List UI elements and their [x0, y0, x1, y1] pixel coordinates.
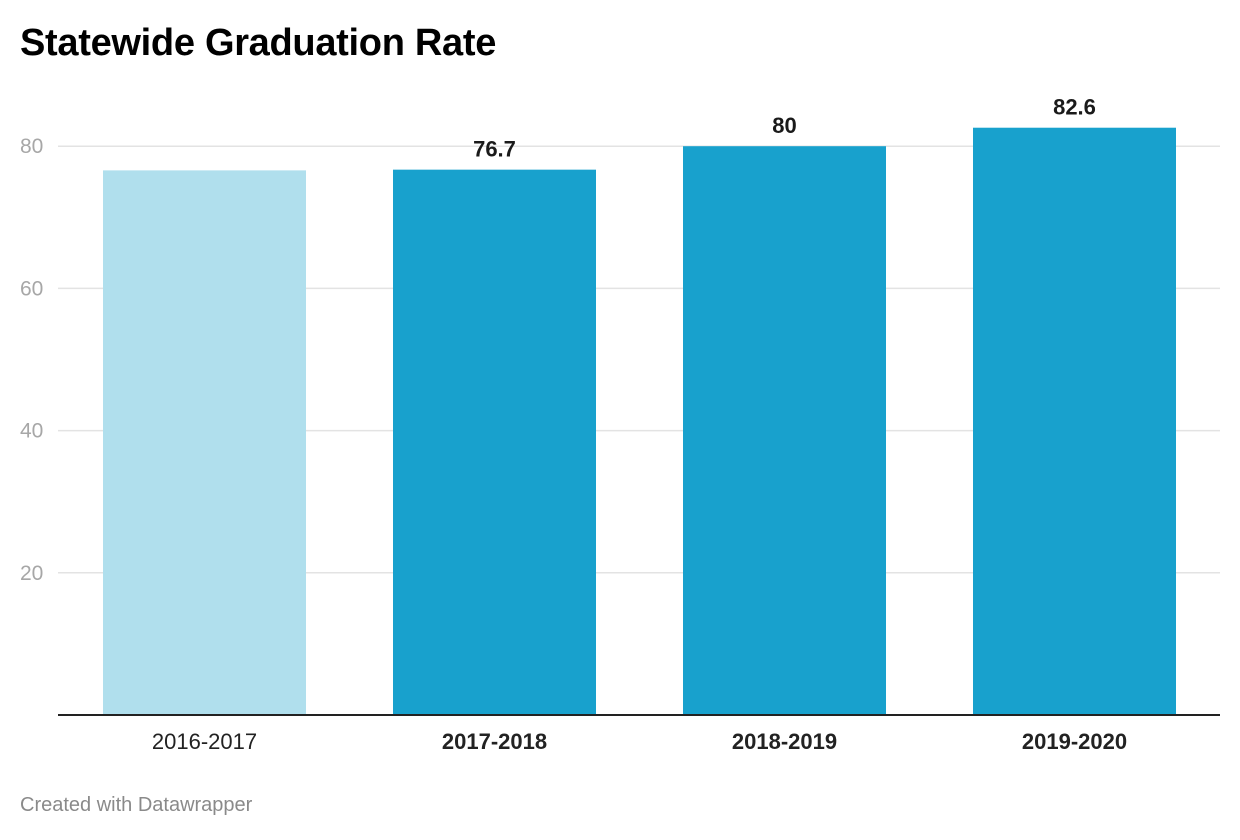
value-label: 80: [772, 113, 796, 138]
value-label: 76.7: [473, 137, 516, 162]
x-category-label: 2016-2017: [152, 729, 257, 754]
bars: [103, 127, 1176, 716]
y-tick-label: 40: [20, 420, 43, 443]
y-axis-ticks: 20 40 60 80: [20, 135, 43, 585]
x-axis-categories: 2016-2017 2017-2018 2018-2019 2019-2020: [152, 729, 1127, 754]
y-tick-label: 20: [20, 562, 43, 585]
bar-2019-2020: [973, 127, 1176, 716]
bar-2016-2017: [103, 170, 306, 715]
x-category-label: 2017-2018: [442, 729, 547, 754]
x-category-label: 2018-2019: [732, 729, 837, 754]
chart-title: Statewide Graduation Rate: [20, 22, 497, 64]
bar-2018-2019: [683, 146, 886, 715]
credit-footer: Created with Datawrapper: [20, 794, 253, 816]
value-label: 82.6: [1053, 95, 1096, 120]
x-category-label: 2019-2020: [1022, 729, 1127, 754]
value-labels: 76.7 80 82.6: [473, 95, 1096, 162]
y-tick-label: 60: [20, 277, 43, 300]
y-tick-label: 80: [20, 135, 43, 158]
bar-2017-2018: [393, 169, 596, 716]
